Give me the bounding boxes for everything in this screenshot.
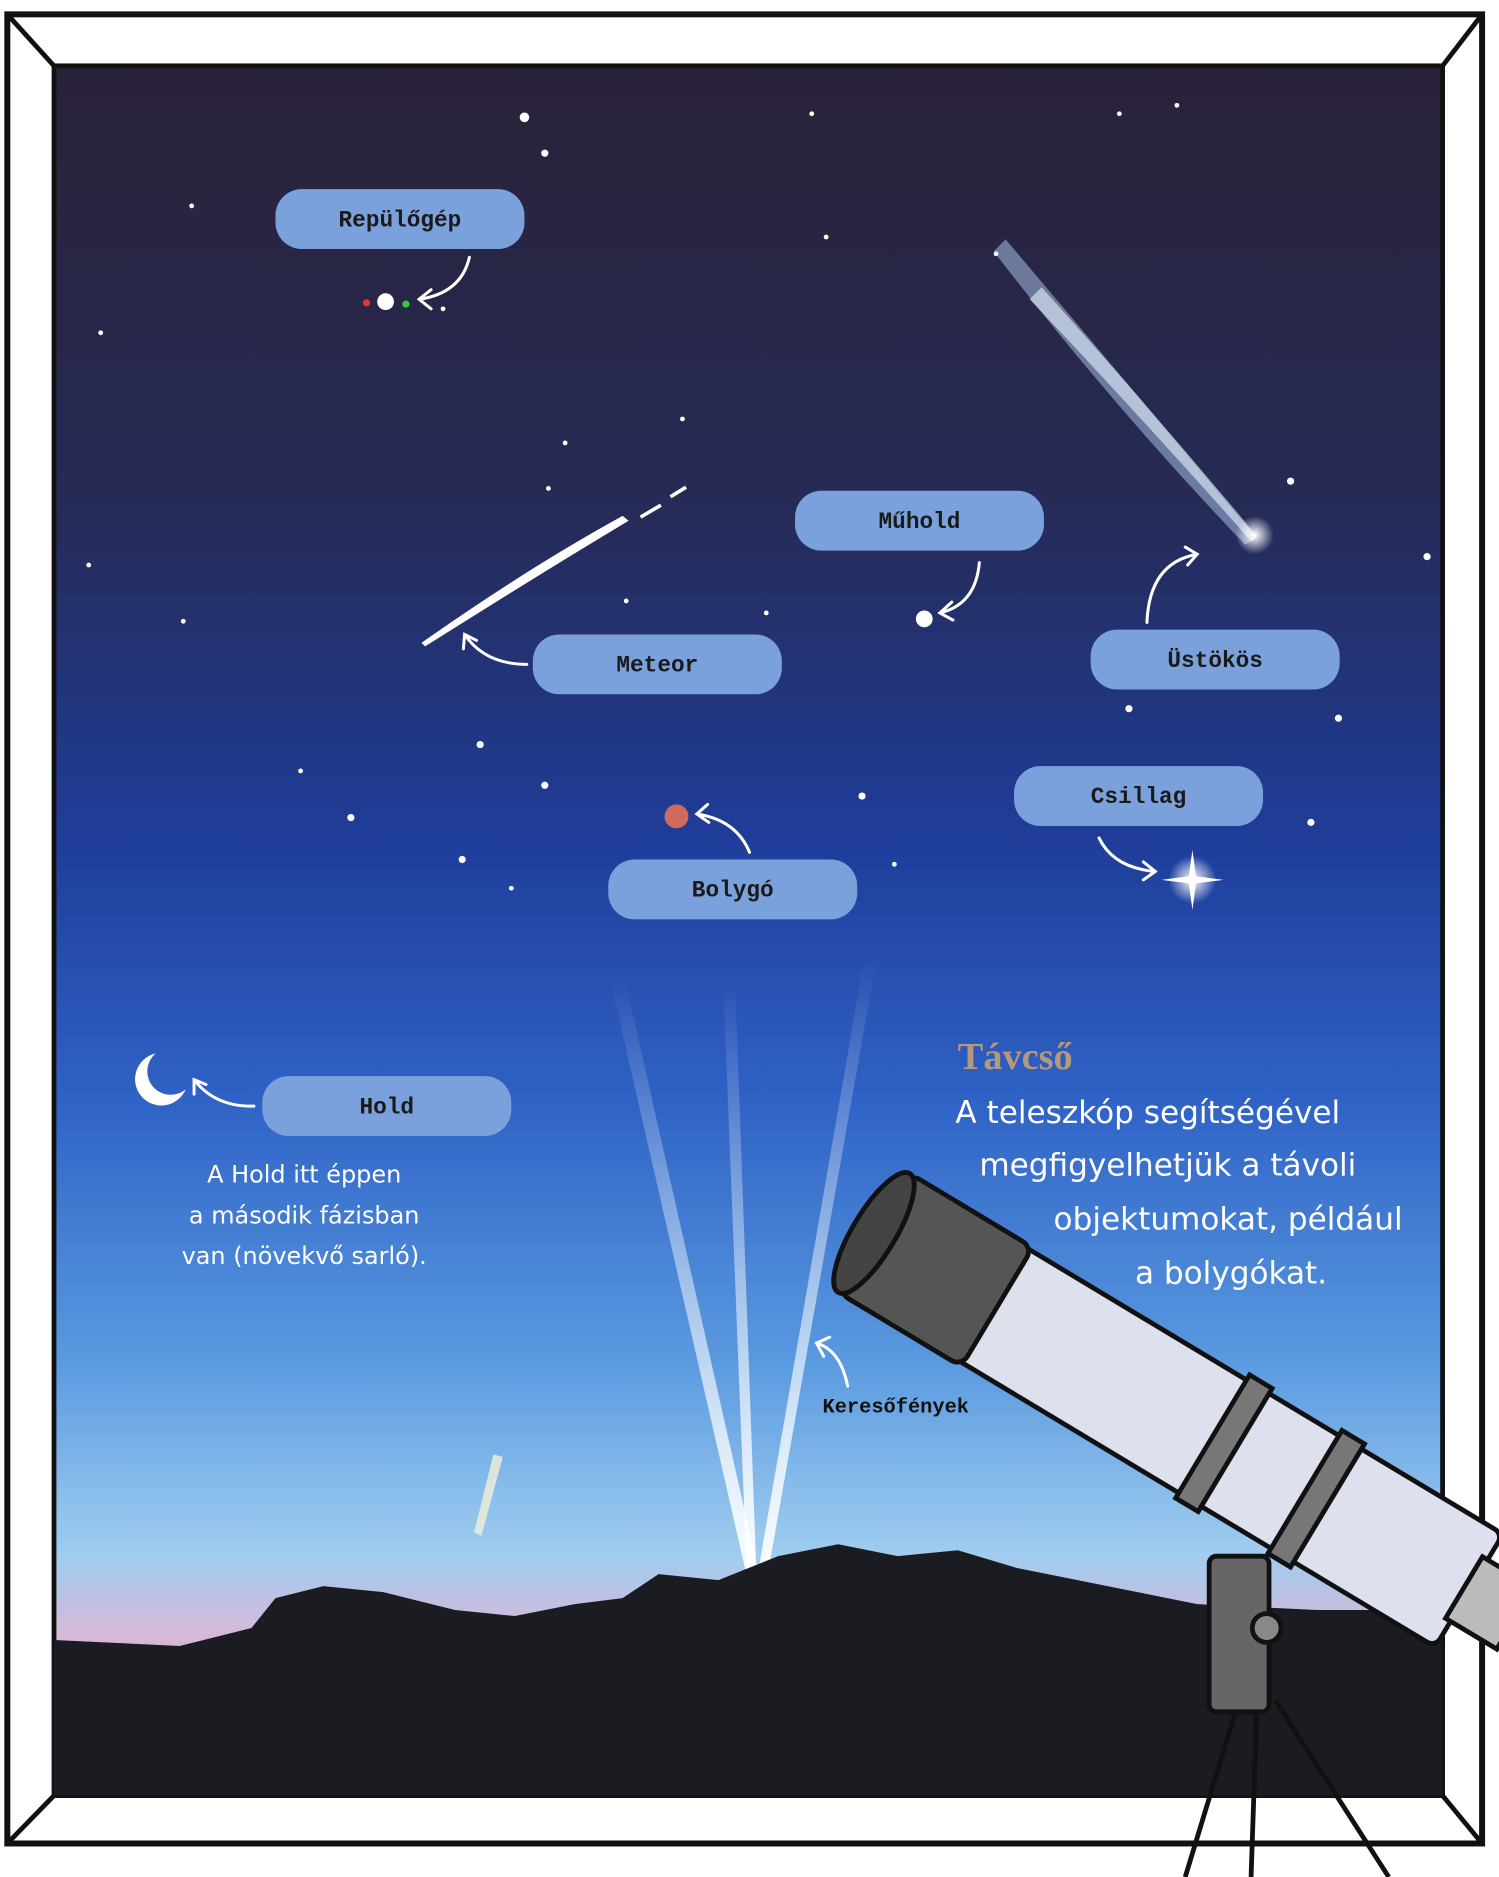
star	[509, 886, 514, 891]
star	[298, 769, 303, 774]
star	[1307, 819, 1314, 826]
star	[541, 150, 548, 157]
star	[1125, 705, 1132, 712]
searchlights-label: Keresőfények	[823, 1397, 969, 1420]
airplane-light	[363, 299, 370, 306]
moon-note: van (növekvő sarló).	[182, 1242, 427, 1270]
telescope-text: megfigyelhetjük a távoli	[979, 1148, 1356, 1184]
label-text: Hold	[359, 1094, 414, 1120]
label-text: Repülőgép	[339, 207, 462, 233]
telescope-title: Távcső	[958, 1036, 1073, 1078]
star	[1117, 111, 1122, 116]
star	[181, 619, 186, 624]
planet	[665, 804, 689, 828]
star	[520, 113, 530, 123]
star	[98, 330, 103, 335]
star	[189, 204, 194, 209]
star	[541, 782, 548, 789]
star	[347, 814, 354, 821]
label-text: Üstökös	[1167, 648, 1263, 674]
label-text: Műhold	[879, 509, 961, 535]
star	[1287, 478, 1294, 485]
star	[441, 306, 446, 311]
airplane	[377, 293, 394, 310]
page: Repülőgép Műhold Meteor Üstökös Csillag Bolyg…	[0, 0, 1499, 1877]
star	[477, 741, 484, 748]
telescope-text: objektumokat, például	[1054, 1201, 1403, 1237]
moon-note: A Hold itt éppen	[207, 1161, 401, 1189]
star	[858, 792, 865, 799]
star	[1335, 715, 1342, 722]
star	[459, 856, 466, 863]
label-text: Csillag	[1091, 784, 1187, 810]
star	[809, 111, 814, 116]
moon-note: a második fázisban	[189, 1201, 420, 1229]
star	[824, 235, 829, 240]
telescope-text: a bolygókat.	[1135, 1255, 1327, 1291]
star	[892, 862, 897, 867]
star	[1423, 553, 1430, 560]
star	[680, 417, 685, 422]
satellite	[916, 611, 933, 628]
star	[1174, 103, 1179, 108]
star	[764, 611, 769, 616]
star	[624, 599, 629, 604]
telescope-text: A teleszkóp segítségével	[955, 1095, 1340, 1131]
label-text: Bolygó	[692, 878, 774, 904]
star	[563, 441, 568, 446]
star	[546, 486, 551, 491]
label-text: Meteor	[616, 653, 698, 679]
illustration: Repülőgép Műhold Meteor Üstökös Csillag Bolyg…	[0, 0, 1499, 1877]
star	[86, 563, 91, 568]
airplane-light	[402, 300, 409, 307]
